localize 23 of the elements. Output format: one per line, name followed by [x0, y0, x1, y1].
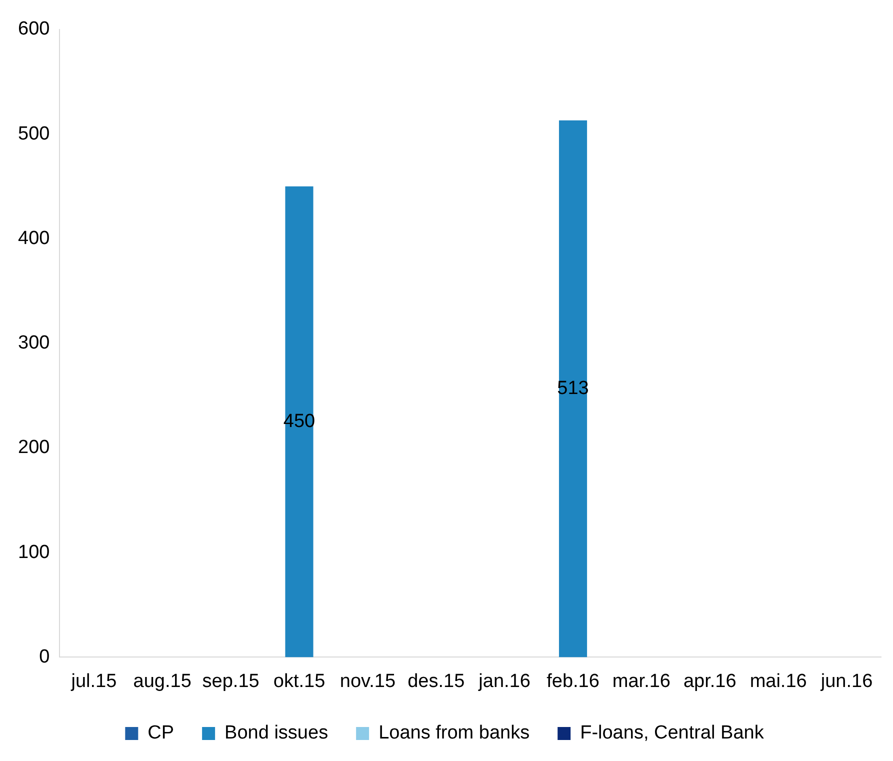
y-tick-label: 300 [18, 332, 50, 354]
x-tick-label: apr.16 [683, 670, 736, 692]
legend-label: F-loans, Central Bank [580, 722, 764, 744]
x-tick-label: feb.16 [546, 670, 600, 692]
y-tick-label: 600 [18, 18, 50, 40]
x-tick-label: okt.15 [273, 670, 326, 692]
x-tick-label: nov.15 [340, 670, 396, 692]
x-tick-label: aug.15 [133, 670, 192, 692]
legend-label: Bond issues [224, 722, 328, 744]
x-tick-label: mar.16 [612, 670, 670, 692]
x-tick-label: jan.16 [478, 670, 530, 692]
legend-label: Loans from banks [378, 722, 530, 744]
x-tick-label: mai.16 [750, 670, 807, 692]
y-tick-label: 400 [18, 228, 50, 249]
x-tick-label: des.15 [408, 670, 465, 692]
y-tick-label: 100 [18, 542, 50, 563]
y-tick-label: 200 [18, 437, 50, 458]
x-tick-label: jul.15 [70, 670, 117, 692]
y-tick-label: 500 [18, 123, 50, 144]
y-tick-label: 0 [39, 646, 50, 668]
x-tick-label: sep.15 [202, 670, 260, 692]
x-tick-label: jun.16 [820, 670, 873, 692]
legend-label: CP [148, 722, 174, 744]
